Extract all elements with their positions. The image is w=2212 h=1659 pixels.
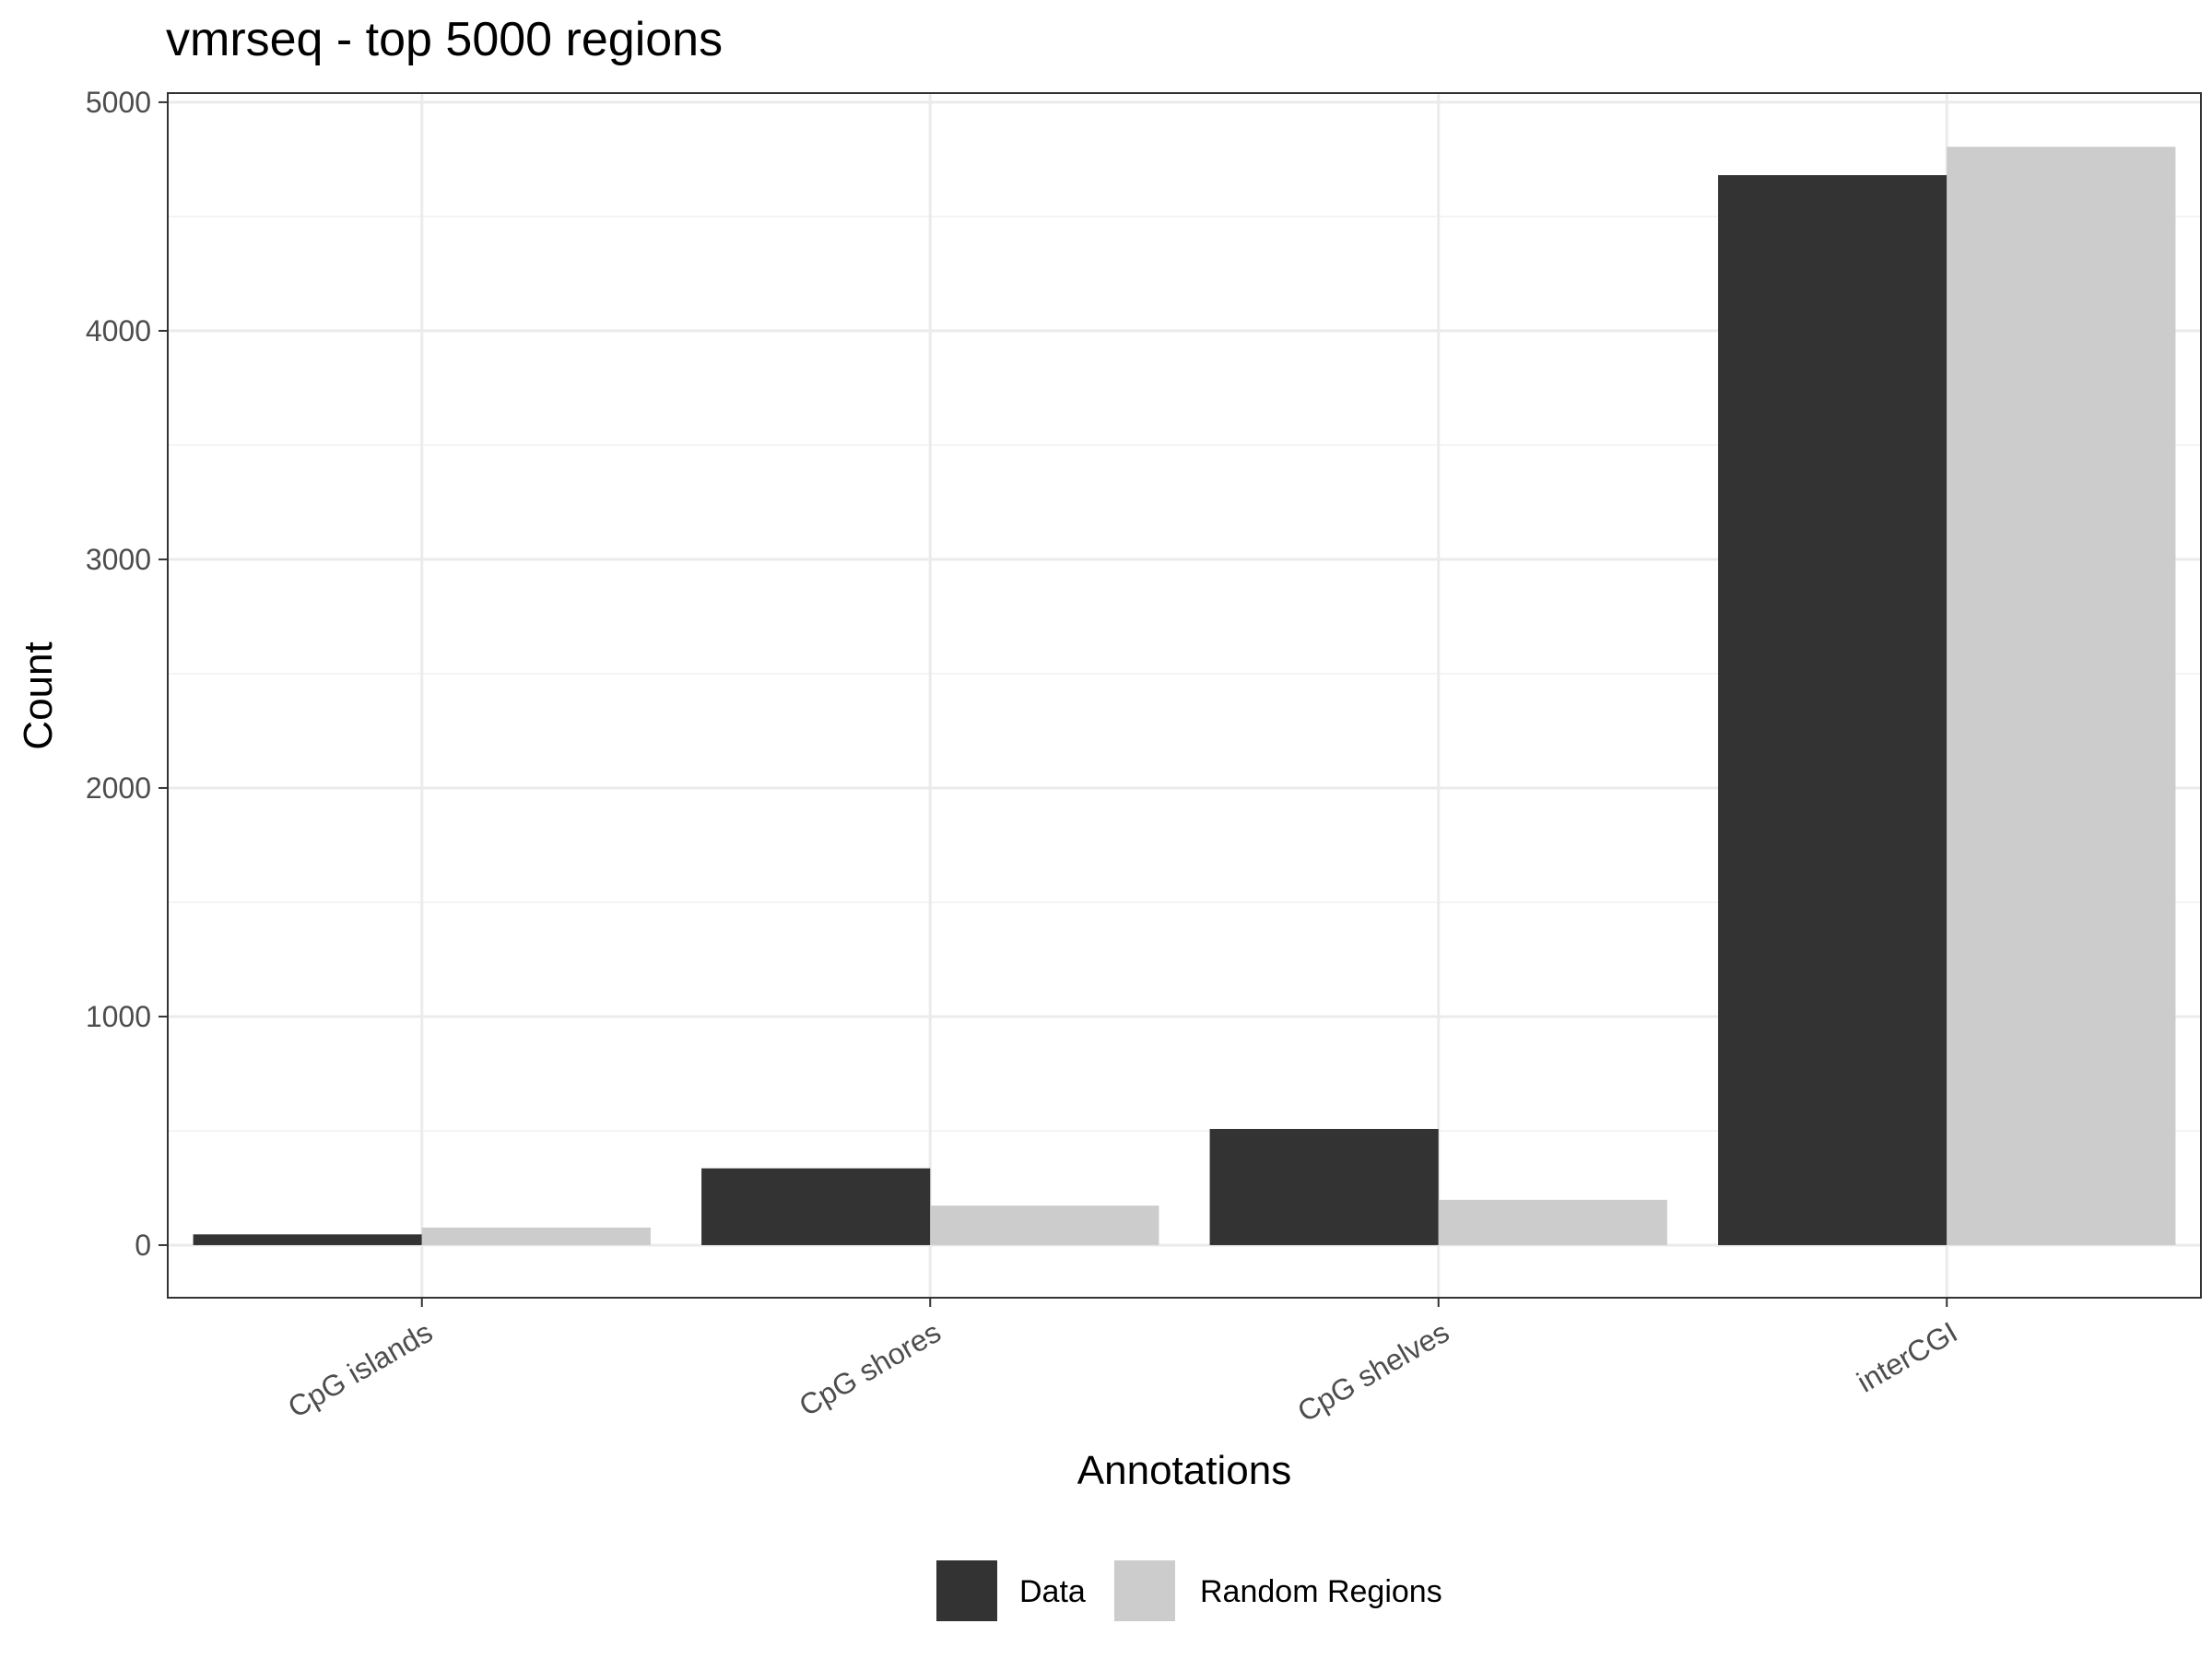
- plot-area: [167, 92, 2202, 1299]
- y-tick-label: 4000: [86, 314, 151, 347]
- x-axis-title: Annotations: [1077, 1448, 1291, 1493]
- bar-data: [1209, 1128, 1439, 1245]
- y-tick-label: 0: [135, 1229, 151, 1262]
- chart-title: vmrseq - top 5000 regions: [166, 13, 723, 66]
- y-tick-label: 3000: [86, 543, 151, 576]
- bar-random-regions: [421, 1227, 651, 1245]
- bar-data: [701, 1168, 931, 1245]
- y-tick-label: 1000: [86, 1000, 151, 1033]
- y-axis-title: Count: [16, 641, 61, 749]
- bar-random-regions: [1438, 1199, 1667, 1245]
- legend-label: Random Regions: [1200, 1574, 1442, 1609]
- legend: Data Random Regions: [936, 1560, 1442, 1621]
- y-tick-label: 2000: [86, 771, 151, 805]
- y-tick-label: 5000: [86, 86, 151, 119]
- bar-random-regions: [930, 1206, 1159, 1245]
- plot-border: [167, 92, 2202, 1299]
- bar-data: [193, 1234, 422, 1245]
- bars: [193, 147, 2176, 1245]
- legend-label: Data: [1019, 1574, 1086, 1609]
- y-axis: 0 1000 2000 3000 4000 5000: [86, 86, 168, 1262]
- bar-random-regions: [1947, 147, 2176, 1245]
- legend-key-data: [936, 1560, 997, 1621]
- bar-data: [1718, 175, 1947, 1245]
- legend-key-random-regions: [1114, 1560, 1175, 1621]
